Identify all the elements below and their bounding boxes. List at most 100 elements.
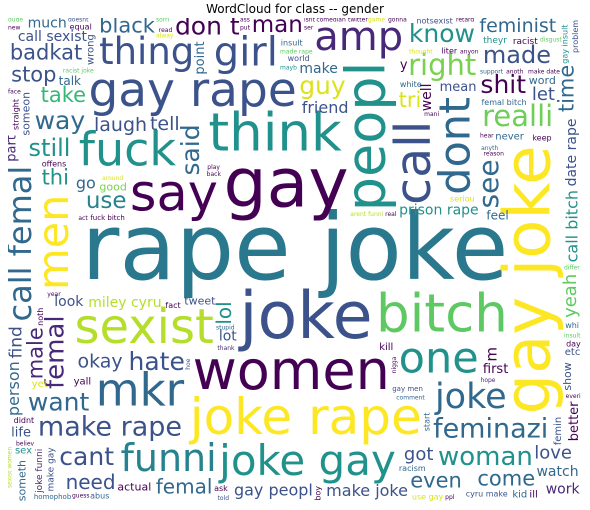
word-face: face [8, 88, 21, 95]
word-joke: joke [434, 377, 507, 417]
word-femal-bitch: femal bitch [481, 98, 526, 107]
word-made-rape: made rape [280, 48, 313, 55]
word-amp: amp [314, 18, 403, 60]
word-disgust: disgust [540, 36, 562, 43]
word-back: back [207, 171, 222, 178]
word-doesnt: doesnt [68, 18, 89, 23]
word-tri: tri [399, 88, 422, 112]
word-racist-joke: racist joke [63, 67, 94, 74]
word-sexist: sexist [75, 299, 214, 355]
word-hear: hear [480, 132, 494, 139]
word-lot: lot [219, 328, 237, 344]
word-okay: okay [77, 351, 122, 373]
word-woman: woman [438, 442, 533, 472]
word-etc: etc [565, 347, 581, 358]
word-anyon: anyon [460, 48, 479, 55]
word-love: love [534, 443, 572, 464]
word-ill: ill [529, 489, 537, 500]
word-well: well [419, 83, 435, 111]
word-alway: alway [156, 32, 174, 39]
word-theyr: theyr [483, 36, 507, 46]
word-thank: thank [217, 345, 235, 352]
word-twitter: twitter [348, 18, 368, 23]
word-gay-peopl: gay peopl [234, 480, 313, 499]
word-make-date: make date [528, 68, 560, 75]
word-kid: kid [512, 490, 527, 501]
word-retard: retard [456, 18, 474, 23]
word-thought: thought [409, 48, 433, 55]
word-even: even [410, 468, 462, 492]
word-arent-funni: arent funni [350, 211, 383, 218]
word-whi: whi [565, 321, 579, 330]
word-yall: yall [74, 376, 92, 387]
word-girl: girl [214, 29, 278, 75]
word-person: person [8, 361, 23, 416]
word-read: read [159, 27, 173, 34]
word-look: look [54, 294, 84, 310]
word-ass: ass [240, 18, 250, 23]
word-feminist: feminist [479, 18, 556, 37]
word-prison-rape: prison rape [399, 203, 479, 219]
word-didnt: didnt [14, 416, 35, 425]
word-start: start [422, 413, 431, 432]
word-make-joke: make joke [326, 481, 408, 500]
word-joke-gay: joke gay [218, 436, 396, 485]
word-said: said [176, 124, 205, 175]
word-life: life [11, 425, 31, 440]
word-liter: liter [441, 47, 458, 56]
word-talk: talk [59, 74, 81, 88]
word-gay-joke: gay joke [491, 145, 565, 414]
word-yet: yet [32, 379, 48, 390]
word-lol: lol [212, 301, 236, 324]
word-mayb: mayb [280, 64, 297, 71]
word-bitch: bitch [376, 283, 508, 344]
word-much: much [28, 18, 67, 31]
word-guess: guess [72, 492, 90, 499]
word-insult: insult [564, 332, 581, 339]
word-yeah: yeah [560, 274, 581, 318]
word-offens: offens [42, 160, 67, 169]
word-everi: everi [566, 393, 581, 400]
word-thi: thi [42, 166, 69, 190]
word-got: got [404, 444, 434, 465]
word-women: women [193, 339, 390, 402]
word-go: go [76, 173, 96, 192]
word-seriou: seriou [450, 194, 475, 203]
word-around: around [102, 175, 123, 182]
word-thing: thing [99, 30, 194, 73]
word-anyth: anyth [481, 145, 498, 152]
word-take: take [41, 83, 86, 107]
word-sexist-women: sexist women [8, 447, 13, 488]
word-fact: fact [165, 301, 180, 310]
word-noth: noth [36, 308, 45, 326]
word-badkat: badkat [10, 41, 82, 65]
word-abus: abus [90, 492, 109, 501]
word-m: m [482, 347, 500, 362]
word-world: world [288, 54, 310, 63]
word-man: man [252, 18, 303, 38]
word-insult: insult [281, 38, 303, 47]
word-straight: straight [12, 99, 21, 130]
word-first: first [483, 362, 508, 377]
word-made: made [483, 41, 551, 69]
word-better: better [567, 401, 582, 441]
word-hate: hate [128, 347, 184, 376]
word-hoe: hoe [185, 358, 192, 369]
word-call: call [385, 121, 442, 205]
word-sorri: sorri [156, 18, 170, 23]
word-rape-joke: rape joke [82, 194, 509, 301]
word-notsexist: notsexist [416, 18, 452, 25]
word-good: good [99, 180, 126, 193]
word-fuck-bitch: fuck bitch [90, 214, 124, 222]
word-come: come [477, 467, 535, 491]
word-want: want [28, 388, 90, 417]
word-make: make [299, 61, 337, 77]
word-boy: boy [314, 486, 323, 501]
word-believ: believ [16, 440, 35, 447]
word-still: still [29, 134, 71, 162]
word-cyru-make: cyru make [466, 490, 508, 499]
word-word: word [529, 74, 556, 87]
word-shit: shit [480, 70, 526, 99]
word-ser: ser [304, 24, 314, 31]
